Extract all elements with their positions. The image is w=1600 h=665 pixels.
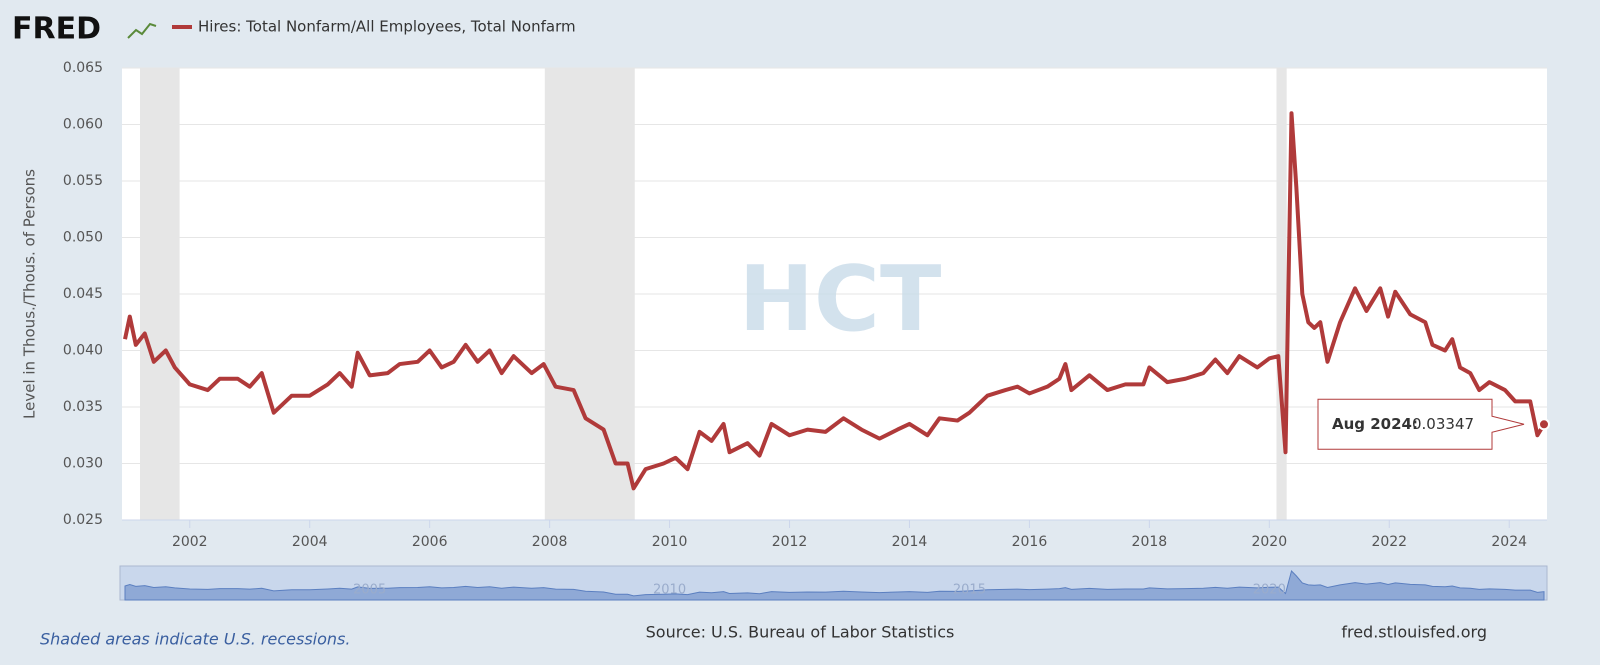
- legend-label: Hires: Total Nonfarm/All Employees, Tota…: [198, 18, 576, 36]
- navigator-tick-label: 2015: [953, 583, 986, 598]
- x-tick-label: 2006: [412, 534, 448, 550]
- x-tick-label: 2022: [1371, 534, 1407, 550]
- y-tick-label: 0.035: [63, 399, 103, 415]
- x-tick-label: 2016: [1012, 534, 1048, 550]
- tooltip-date: Aug 2024:: [1332, 415, 1418, 433]
- x-tick-label: 2024: [1491, 534, 1527, 550]
- site: fred.stlouisfed.org: [1341, 623, 1487, 642]
- x-tick-label: 2012: [772, 534, 808, 550]
- y-tick-label: 0.045: [63, 286, 103, 302]
- brand-logo: FRED: [12, 12, 101, 47]
- x-tick-label: 2010: [652, 534, 688, 550]
- x-tick-label: 2018: [1132, 534, 1168, 550]
- y-tick-label: 0.060: [63, 117, 103, 133]
- y-tick-label: 0.025: [63, 512, 103, 528]
- tooltip-box: [1317, 398, 1525, 450]
- y-tick-label: 0.030: [63, 456, 103, 472]
- tooltip-value: 0.03347: [1412, 415, 1474, 433]
- x-tick-label: 2020: [1251, 534, 1287, 550]
- brand-icon: [127, 22, 157, 39]
- x-tick-label: 2008: [532, 534, 568, 550]
- y-tick-label: 0.040: [63, 343, 103, 359]
- y-tick-label: 0.065: [63, 60, 103, 76]
- tooltip-point: [1538, 418, 1551, 431]
- y-tick-label: 0.055: [63, 173, 103, 189]
- navigator-tick-label: 2020: [1253, 583, 1286, 598]
- x-tick-label: 2014: [892, 534, 928, 550]
- navigator-series: [124, 570, 1545, 601]
- source: Source: U.S. Bureau of Labor Statistics: [646, 623, 955, 642]
- y-tick-label: 0.050: [63, 230, 103, 246]
- x-tick-label: 2002: [172, 534, 208, 550]
- x-tick-label: 2004: [292, 534, 328, 550]
- series-line: [123, 111, 1546, 491]
- recession-note: Shaded areas indicate U.S. recessions.: [40, 630, 350, 649]
- navigator-tick-label: 2010: [653, 583, 686, 598]
- y-axis-label: Level in Thous./Thous. of Persons: [21, 169, 39, 419]
- navigator-tick-label: 2005: [353, 583, 386, 598]
- watermark: HCT: [739, 247, 942, 352]
